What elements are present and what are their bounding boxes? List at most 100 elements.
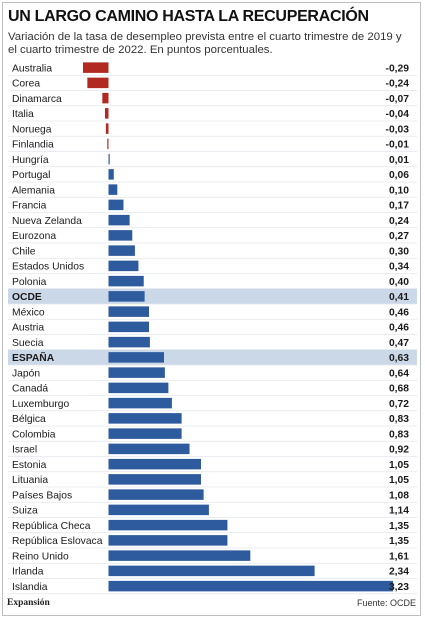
highlight-band [8,288,417,304]
value-label: 0,27 [389,231,409,242]
category-label: Estonia [12,460,47,471]
value-label: 1,14 [389,506,409,517]
bar [107,138,109,150]
category-label: OCDE [12,292,42,303]
category-label: Israel [12,445,37,456]
value-label: 0,63 [389,353,409,364]
bar [108,458,201,470]
bar [108,367,165,378]
chart-title: UN LARGO CAMINO HASTA LA RECUPERACIÓN [8,8,369,25]
value-label: 0,30 [389,246,409,257]
category-label: Dinamarca [12,94,62,105]
bar [108,260,139,272]
category-label: Lituania [12,475,48,486]
category-label: República Checa [12,521,91,532]
category-label: Bélgica [12,414,46,425]
category-label: Finlandia [12,140,54,151]
value-label: -0,29 [386,63,410,74]
category-label: Luxemburgo [12,399,70,410]
value-label: 0,01 [389,155,409,166]
bar [102,92,109,104]
bar [108,504,209,516]
bar [108,169,114,180]
bar [87,77,109,89]
value-label: 1,35 [389,521,409,532]
category-label: Corea [12,79,40,90]
value-label: 3,23 [389,582,409,593]
category-label: Hungría [12,155,49,166]
value-label: 1,05 [389,475,409,486]
bar [108,245,135,256]
bar [108,489,204,500]
category-label: ESPAÑA [12,351,55,364]
bar [108,535,228,546]
category-label: Estados Unidos [12,262,84,273]
category-label: Japón [12,368,40,379]
category-label: Noruega [12,124,52,135]
value-label: -0,24 [386,79,410,90]
category-label: Francia [12,201,47,212]
category-label: Suiza [12,506,38,517]
category-label: Chile [12,246,36,257]
value-label: 0,40 [389,277,409,288]
category-label: Irlanda [12,567,44,578]
value-label: 0,17 [389,201,409,212]
value-label: -0,03 [386,124,410,135]
bar [108,275,144,287]
bar [108,230,133,241]
bar [108,519,228,531]
value-label: 0,24 [389,216,409,227]
bar [108,474,201,485]
bar [82,62,109,73]
value-label: 0,83 [389,414,409,425]
category-label: Australia [12,63,52,74]
bar [108,565,315,577]
value-label: 0,46 [389,307,409,318]
category-label: Suecia [12,338,44,349]
bar [108,352,164,363]
value-label: -0,04 [386,109,410,120]
category-label: México [12,307,45,318]
bar [105,123,109,134]
category-label: Austria [12,323,44,334]
bar [108,306,150,317]
value-label: 1,08 [389,490,409,501]
value-label: 0,83 [389,429,409,440]
category-label: Colombia [12,429,56,440]
value-label: 0,41 [389,292,409,303]
value-label: 1,05 [389,460,409,471]
category-label: Reino Unido [12,551,69,562]
value-label: 0,06 [389,170,409,181]
value-label: 0,68 [389,384,409,395]
bar [108,550,251,561]
category-label: Portugal [12,170,50,181]
bar [108,291,145,302]
value-label: 0,72 [389,399,409,410]
category-label: Islandia [12,582,48,593]
value-label: 0,46 [389,323,409,334]
value-label: 1,35 [389,536,409,547]
bar [108,397,172,409]
chart-subtitle: Variación de la tasa de desempleo previs… [8,31,402,56]
category-label: Canadá [12,384,48,395]
category-label: Países Bajos [12,490,72,501]
value-label: 2,34 [389,567,409,578]
highlight-band [8,349,417,365]
bar [108,199,124,211]
bar [108,443,190,455]
source-note: Fuente: OCDE [356,598,416,608]
value-label: 0,64 [389,368,409,379]
category-label: Eurozona [12,231,56,242]
category-label: Nueva Zelanda [12,216,82,227]
bar [108,580,393,592]
category-label: República Eslovaca [12,536,103,547]
category-label: Polonia [12,277,47,288]
value-label: 0,92 [389,445,409,456]
chart-frame [2,2,421,616]
value-label: 0,47 [389,338,409,349]
bar [108,153,110,165]
bar [108,336,150,348]
bar [108,428,182,439]
bar [108,321,150,333]
